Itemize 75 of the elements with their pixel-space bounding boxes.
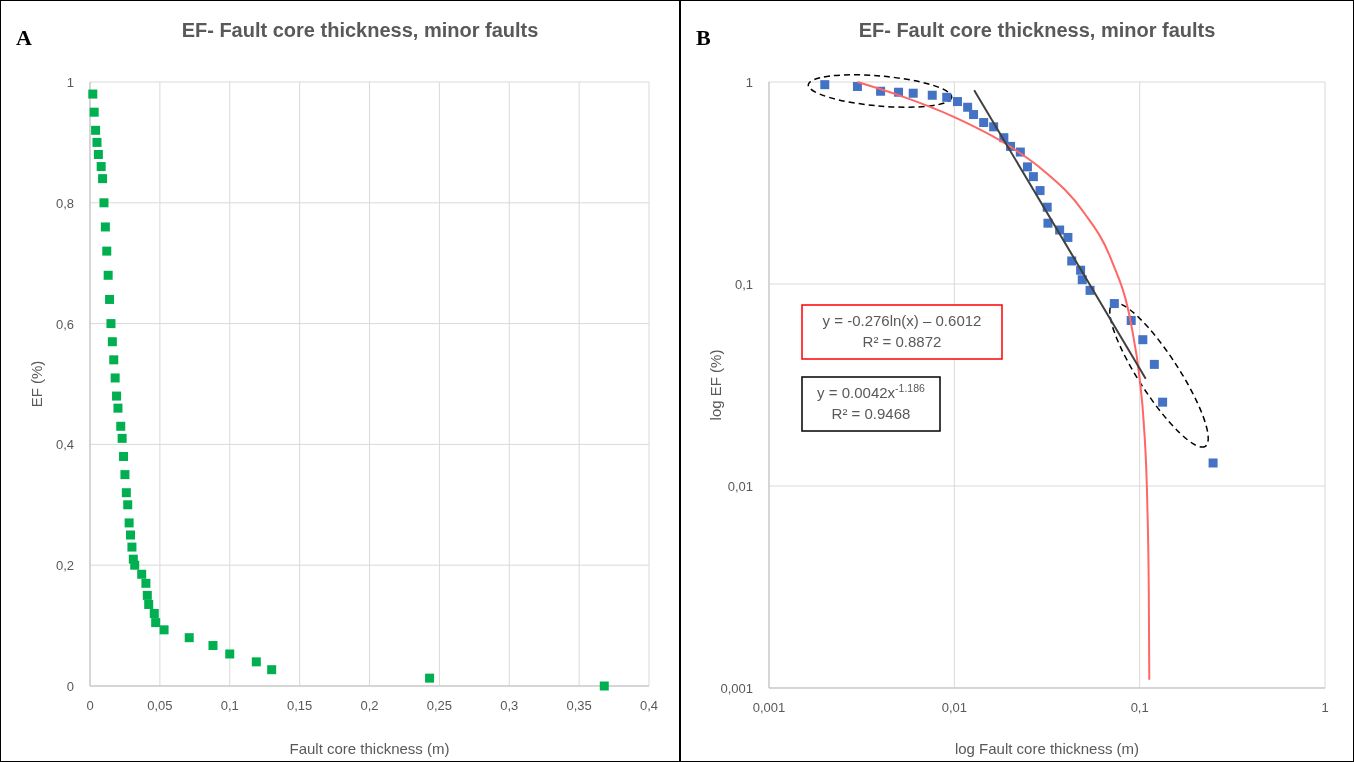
point [123, 500, 133, 510]
y-tick-label: 0,8 [55, 195, 74, 211]
point [142, 590, 152, 600]
point [267, 665, 277, 675]
point [96, 162, 106, 172]
x-tick-label: 0,1 [1130, 700, 1149, 715]
x-tick-label: 0,35 [566, 698, 592, 713]
x-axis-title: Fault core thickness (m) [289, 740, 450, 757]
x-axis-title: log Fault core thickness (m) [954, 740, 1140, 757]
y-tick-label: 0,4 [55, 437, 74, 453]
point [103, 270, 113, 280]
point [141, 578, 151, 588]
text: B [696, 25, 711, 50]
point [126, 530, 136, 540]
y-tick-label: 0,6 [55, 316, 74, 332]
point [93, 149, 103, 159]
y-tick-label: 1 [745, 75, 753, 90]
point [107, 337, 117, 347]
point [117, 433, 127, 443]
point [124, 518, 134, 528]
point [127, 542, 137, 552]
point [251, 657, 261, 667]
point [102, 246, 112, 256]
point [184, 633, 194, 643]
point [91, 125, 101, 135]
y-axis-title: log EF (%) [707, 349, 724, 421]
annotation: y = -0.276ln(x) – 0.6012 R² = 0.8872 [822, 312, 982, 350]
point [92, 137, 102, 147]
x-tick-label: 0,15 [286, 698, 313, 713]
y-tick-label: 1 [66, 75, 74, 90]
point [130, 560, 140, 570]
point [121, 488, 131, 498]
point [98, 174, 108, 184]
point [425, 673, 435, 683]
point [119, 451, 129, 461]
point [105, 294, 115, 304]
point [109, 355, 119, 365]
x-tick-label: 0,001 [752, 700, 786, 715]
x-tick-label: 0 [86, 698, 94, 713]
y-tick-label: 0,001 [720, 681, 753, 696]
point [599, 681, 609, 691]
annotation: y = 0.0042x$^{-1.186}$ R² = 0.9468 [817, 382, 926, 422]
x-tick-label: 0,01 [941, 700, 967, 715]
x-tick-label: 0,1 [220, 698, 239, 713]
x-tick-label: 1 [1321, 700, 1329, 715]
y-tick-label: 0,2 [55, 558, 74, 574]
point [99, 198, 109, 208]
text: A [16, 25, 32, 50]
point [151, 618, 161, 628]
point [116, 421, 126, 431]
x-tick-label: 0,3 [500, 698, 519, 713]
point [110, 373, 120, 383]
point [88, 89, 98, 99]
point [208, 641, 218, 651]
y-tick-label: 0,01 [727, 479, 753, 494]
point [100, 222, 110, 232]
point [106, 319, 116, 329]
y-tick-label: 0,1 [734, 277, 753, 292]
x-tick-label: 0,2 [360, 698, 379, 713]
point [137, 569, 147, 579]
point [113, 403, 123, 413]
x-tick-label: 0,05 [147, 698, 173, 713]
point [120, 470, 130, 480]
x-tick-label: 0,4 [639, 698, 659, 713]
y-tick-label: 0 [66, 679, 74, 694]
chart-title: EF- Fault core thickness, minor faults [858, 19, 1216, 41]
x-tick-label: 0,25 [426, 698, 453, 713]
point [159, 625, 169, 635]
y-axis-title: EF (%) [28, 360, 45, 408]
point [225, 649, 235, 659]
point [144, 599, 154, 609]
point [149, 609, 159, 619]
point [89, 107, 99, 117]
chart-title: EF- Fault core thickness, minor faults [181, 19, 539, 41]
point [112, 391, 122, 401]
